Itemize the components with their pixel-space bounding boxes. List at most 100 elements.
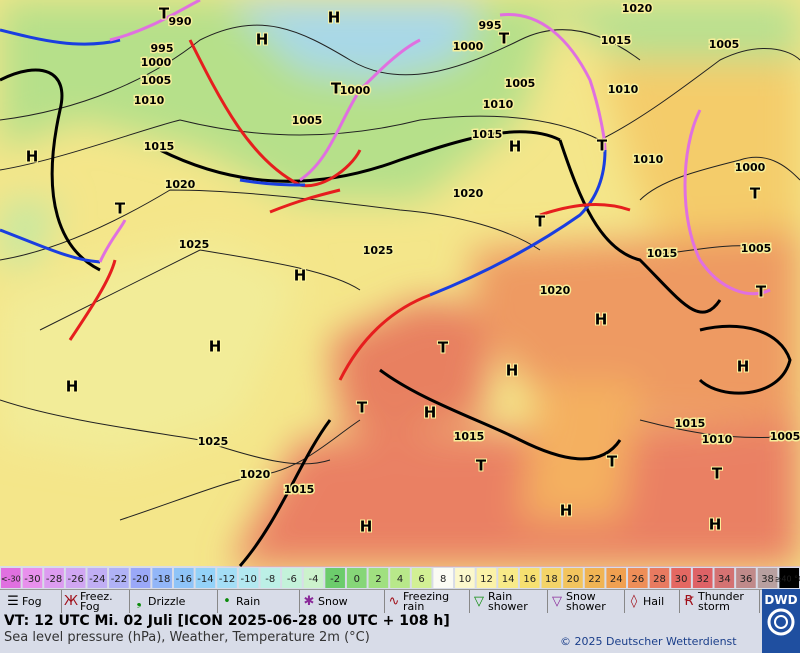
scale-label: -4 [309,574,319,585]
legend-symbol: ✱ [303,593,315,609]
legend-label: Rain shower [488,589,528,613]
pressure-center: H [509,138,522,156]
isobar-label: 1005 [709,38,740,51]
scale-cell [325,568,345,588]
scale-label: 24 [610,574,623,585]
scale-cell [433,568,454,588]
scale-cell [649,568,670,588]
isobar-label: 1020 [622,2,653,15]
scale-label: 2 [375,574,381,585]
scale-label: 0 [354,574,360,585]
legend-label: Freezing rain [403,589,450,613]
legend-item: ∿ Freezing rain [385,590,470,613]
isobar-label: 1005 [292,114,323,127]
scale-label: 22 [588,574,601,585]
scale-cell [692,568,713,588]
scale-label: <-30 [1,575,21,584]
legend-item: Ꞧ Thunder storm [680,590,760,613]
scale-cell [498,568,518,588]
isobar-label: 1000 [453,40,484,53]
pressure-center: T [750,185,761,203]
legend-symbol: ❟ [136,593,142,609]
pressure-center: T [535,213,546,231]
pressure-center: T [331,80,342,98]
dwd-logo: DWD [762,589,800,653]
legend-symbol: • [223,593,231,609]
isobar-label: 1010 [608,83,639,96]
pressure-center: H [26,148,39,166]
logo-text: DWD [764,593,798,607]
scale-cell [152,568,172,588]
isobar-label: 1015 [144,140,175,153]
legend-label: Thunder storm [698,589,744,613]
pressure-center: H [560,502,573,520]
isobar-label: 1015 [647,247,678,260]
scale-cell [195,568,216,588]
legend-item: • Rain [218,590,300,613]
scale-label: 38 [761,574,774,585]
scale-label: 16 [523,574,536,585]
weather-map: <-30 -30 -28 -26 -24 -22 -20 -18 -16 -14 -12 -10 -8-… [0,0,800,589]
scale-label: 4 [397,574,403,585]
pressure-center: H [328,9,341,27]
scale-label: 26 [631,574,644,585]
isobar-label: 1025 [363,244,394,257]
isobar-label: 1025 [179,238,210,251]
pressure-center: T [357,399,368,417]
legend-item: ▽ Rain shower [470,590,548,613]
legend-label: Fog [22,594,42,608]
pressure-center: H [737,358,750,376]
legend-symbol: Ж [63,593,78,609]
scale-cell [1,568,21,588]
legend-symbol: ◊ [630,593,638,609]
major-isobars [0,68,792,567]
scale-cell [714,568,735,588]
isobar-label: 995 [479,19,502,32]
scale-cell [238,568,259,588]
pressure-center: T [607,453,618,471]
scale-cell [368,568,389,588]
scale-label: 6 [418,574,424,585]
scale-label: 20 [567,574,580,585]
pressure-center: T [159,5,170,23]
scale-cell [260,568,281,588]
isobar-label: 1015 [472,128,503,141]
isobar-label: 1010 [483,98,514,111]
scale-label: -12 [219,574,235,585]
isobar-label: 1015 [675,417,706,430]
legend-item: ❟ Drizzle [130,590,218,613]
isobar-label: 1015 [284,483,315,496]
isobar-label: 1005 [770,430,800,443]
legend-symbol: ▽ [474,593,484,609]
pressure-center: T [756,283,767,301]
scale-label: -2 [330,574,340,585]
scale-label: -20 [132,574,148,585]
scale-label: 36 [740,574,753,585]
pressure-center: H [209,338,222,356]
scale-cell [541,568,562,588]
scale-cell [173,568,194,588]
scale-cell [757,568,778,588]
scale-cell [736,568,756,588]
legend-label: Freez. Fog [80,589,113,613]
pressure-center: H [709,516,722,534]
scale-label: -10 [240,574,256,585]
scale-cell [130,568,151,588]
scale-label: -30 [24,574,40,585]
pressure-center: H [506,362,519,380]
scale-cell [606,568,627,588]
isobar-label: 1020 [165,178,196,191]
scale-label: -22 [111,574,127,585]
legend-label: Snow shower [566,589,606,613]
scale-cell [411,568,432,588]
isobar-label: 1010 [702,433,733,446]
valid-time: VT: 12 UTC Mi. 02 Juli [ICON 2025-06-28 … [4,613,450,629]
isobar-label: 1005 [141,74,172,87]
scale-label: 32 [696,574,709,585]
legend-symbol: ▽ [552,593,562,609]
pressure-center: T [115,200,126,218]
scale-cell [390,568,410,588]
scale-label: 34 [718,574,731,585]
scale-cell [455,568,475,588]
